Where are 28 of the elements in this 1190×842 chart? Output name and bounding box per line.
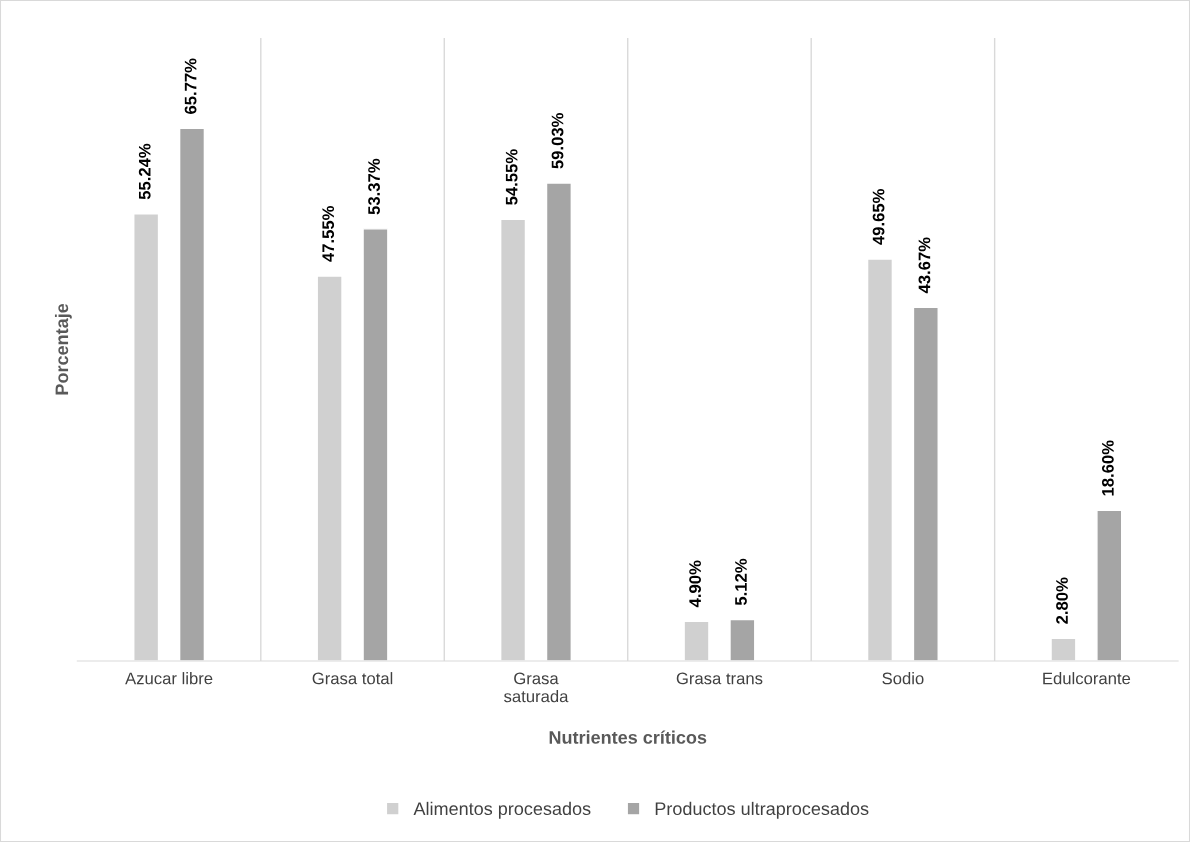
y-axis-title: Porcentaje [54, 303, 72, 395]
bar [545, 182, 573, 661]
x-axis-title: Nutrientes críticos [549, 730, 707, 744]
data-label: 65.77% [184, 58, 197, 114]
x-tick-label: Grasa total [312, 672, 393, 685]
data-label: 4.90% [689, 560, 701, 608]
data-label: 2.80% [1056, 577, 1068, 624]
bar [362, 228, 389, 661]
data-label: 53.37% [368, 158, 380, 215]
data-label: 5.12% [735, 558, 747, 606]
bar [178, 127, 206, 661]
x-tick-label: Edulcorante [1043, 672, 1131, 685]
x-tick-label: Sodio [882, 672, 924, 685]
data-label: 43.67% [918, 237, 931, 294]
data-label: 49.65% [872, 188, 885, 245]
data-label: 18.60% [1101, 440, 1114, 496]
legend-label: Alimentos procesados [413, 801, 591, 819]
data-label: 55.24% [138, 143, 151, 200]
data-label: 47.55% [322, 205, 335, 262]
x-tick-label: Azucar libre [125, 672, 213, 685]
bar [1096, 509, 1123, 661]
bar [729, 618, 756, 661]
legend-label: Productos ultraprocesados [655, 801, 869, 819]
bar [912, 306, 939, 661]
x-tick-label: Grasa trans [676, 672, 763, 685]
x-tick-label: Grasa saturada [504, 672, 569, 703]
data-label: 59.03% [551, 113, 564, 169]
data-label: 54.55% [505, 149, 518, 205]
